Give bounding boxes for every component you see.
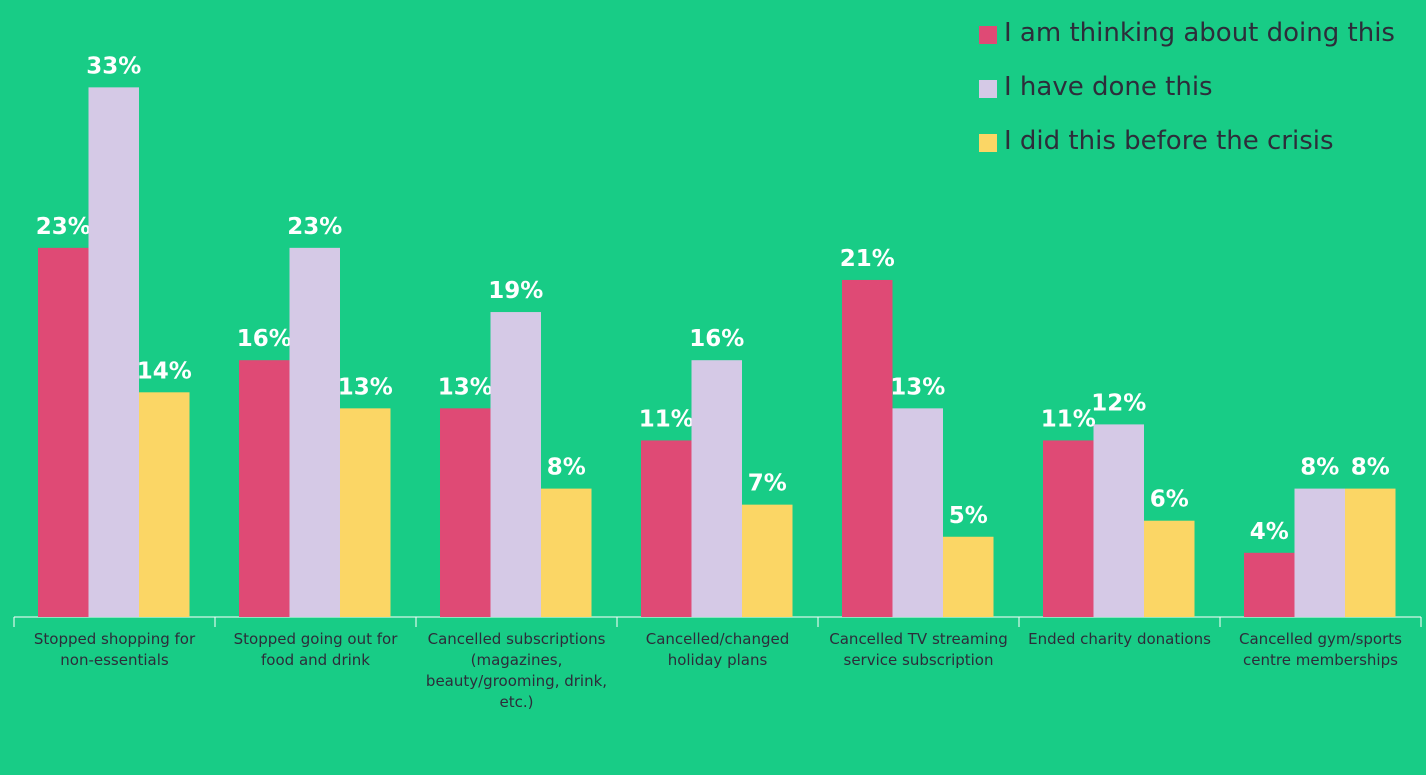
value-label: 13%	[438, 374, 493, 400]
value-label: 23%	[287, 214, 342, 240]
bar	[239, 360, 290, 617]
value-label: 13%	[338, 374, 393, 400]
legend-label: I am thinking about doing this	[1004, 18, 1395, 48]
bar	[139, 392, 190, 617]
bar	[641, 440, 692, 617]
value-label: 16%	[689, 326, 744, 352]
legend-label: I did this before the crisis	[1004, 126, 1334, 156]
legend-swatch	[979, 26, 997, 44]
value-label: 13%	[890, 374, 945, 400]
value-label: 7%	[748, 471, 787, 497]
legend-swatch	[979, 80, 997, 98]
value-label: 4%	[1250, 519, 1289, 545]
legend-label: I have done this	[1004, 72, 1213, 102]
x-tick-label: Cancelled/changed holiday plans	[623, 629, 813, 671]
value-label: 8%	[547, 455, 586, 481]
x-tick-label: Stopped going out for food and drink	[221, 629, 411, 671]
value-label: 12%	[1091, 390, 1146, 416]
value-label: 23%	[36, 214, 91, 240]
bar	[541, 489, 592, 617]
bar	[842, 280, 893, 617]
bar	[943, 537, 994, 617]
x-tick-label: Cancelled TV streaming service subscript…	[824, 629, 1014, 671]
x-tick-label: Cancelled subscriptions (magazines, beau…	[422, 629, 612, 713]
value-label: 11%	[639, 406, 694, 432]
bar	[491, 312, 542, 617]
value-label: 14%	[137, 358, 192, 384]
value-label: 11%	[1041, 406, 1096, 432]
value-label: 8%	[1351, 455, 1390, 481]
bar	[1295, 489, 1346, 617]
bar	[1144, 521, 1195, 617]
bar	[1345, 489, 1396, 617]
bar	[38, 248, 89, 617]
value-label: 8%	[1300, 455, 1339, 481]
x-tick-label: Stopped shopping for non-essentials	[20, 629, 210, 671]
value-label: 21%	[840, 246, 895, 272]
bar	[340, 408, 391, 617]
legend-swatch	[979, 134, 997, 152]
value-label: 5%	[949, 503, 988, 529]
value-label: 19%	[488, 278, 543, 304]
bar	[692, 360, 743, 617]
bar	[1094, 424, 1145, 617]
bar	[1244, 553, 1295, 617]
bar	[89, 87, 140, 617]
x-tick-label: Cancelled gym/sports centre memberships	[1226, 629, 1416, 671]
value-label: 33%	[86, 53, 141, 79]
chart: 23% 16% 13% 11% 21% 11% 4% 33% 23% 19% 16% 13% 12% 8%…	[0, 0, 1426, 775]
bar	[893, 408, 944, 617]
x-tick-label: Ended charity donations	[1025, 629, 1215, 650]
bar	[440, 408, 491, 617]
bar	[1043, 440, 1094, 617]
bar	[742, 505, 793, 617]
value-label: 6%	[1150, 487, 1189, 513]
value-label: 16%	[237, 326, 292, 352]
bar	[290, 248, 341, 617]
